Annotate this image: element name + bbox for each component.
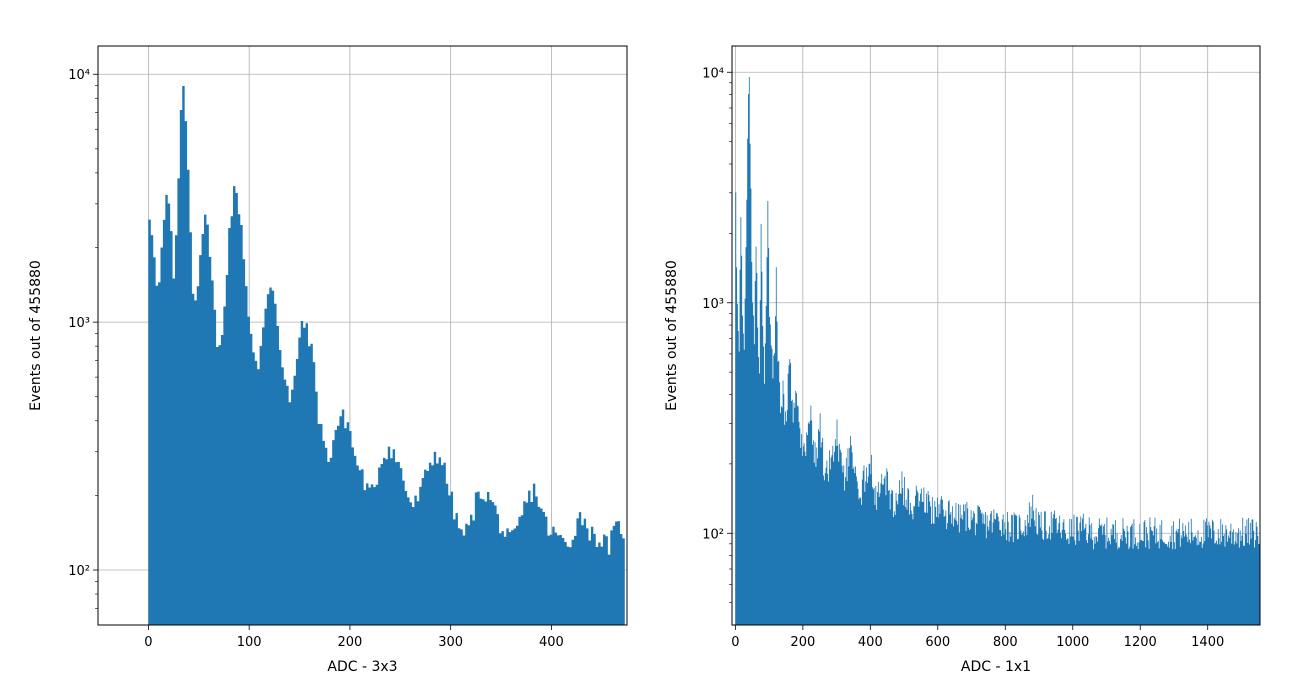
x-tick-label: 1200 (1124, 635, 1157, 650)
left-x-ticks: 0 100 200 300 400 (144, 625, 564, 650)
left-y-ticks: 10² 10³ 10⁴ (68, 68, 98, 609)
left-axes-frame (97, 45, 628, 626)
left-bars (148, 86, 625, 625)
x-tick-label: 200 (790, 635, 815, 650)
left-y-axis-label: Events out of 455880 (28, 260, 44, 411)
right-y-ticks: 10² 10³ 10⁴ (702, 66, 732, 603)
x-tick-label: 200 (337, 635, 362, 650)
y-tick-label: 10³ (68, 316, 90, 331)
right-axes-frame (731, 45, 1261, 626)
right-histogram-bars (735, 76, 1260, 626)
x-tick-label: 0 (144, 635, 152, 650)
right-bars (735, 76, 1260, 626)
x-tick-label: 800 (993, 635, 1018, 650)
left-x-axis-label: ADC - 3x3 (327, 659, 397, 675)
right-histogram-panel: 0 200 400 600 800 1000 1200 1400 10² 10³ 10⁴ ADC … (664, 45, 1261, 675)
y-tick-label: 10³ (702, 297, 724, 312)
y-tick-label: 10⁴ (68, 68, 90, 83)
right-y-axis-label: Events out of 455880 (664, 260, 680, 411)
x-tick-label: 600 (925, 635, 950, 650)
x-tick-label: 100 (237, 635, 262, 650)
right-x-ticks: 0 200 400 600 800 1000 1200 1400 (731, 625, 1224, 650)
x-tick-label: 1000 (1056, 635, 1089, 650)
x-tick-label: 0 (731, 635, 739, 650)
left-histogram-panel: 0 100 200 300 400 10² 10³ 10⁴ ADC - 3x3 Events… (28, 45, 628, 675)
y-tick-label: 10² (702, 527, 724, 542)
right-x-axis-label: ADC - 1x1 (961, 659, 1031, 675)
x-tick-label: 400 (539, 635, 564, 650)
x-tick-label: 400 (858, 635, 883, 650)
left-histogram-bars (148, 86, 625, 625)
x-tick-label: 300 (438, 635, 463, 650)
y-tick-label: 10⁴ (702, 66, 724, 81)
x-tick-label: 1400 (1191, 635, 1224, 650)
y-tick-label: 10² (68, 564, 90, 579)
